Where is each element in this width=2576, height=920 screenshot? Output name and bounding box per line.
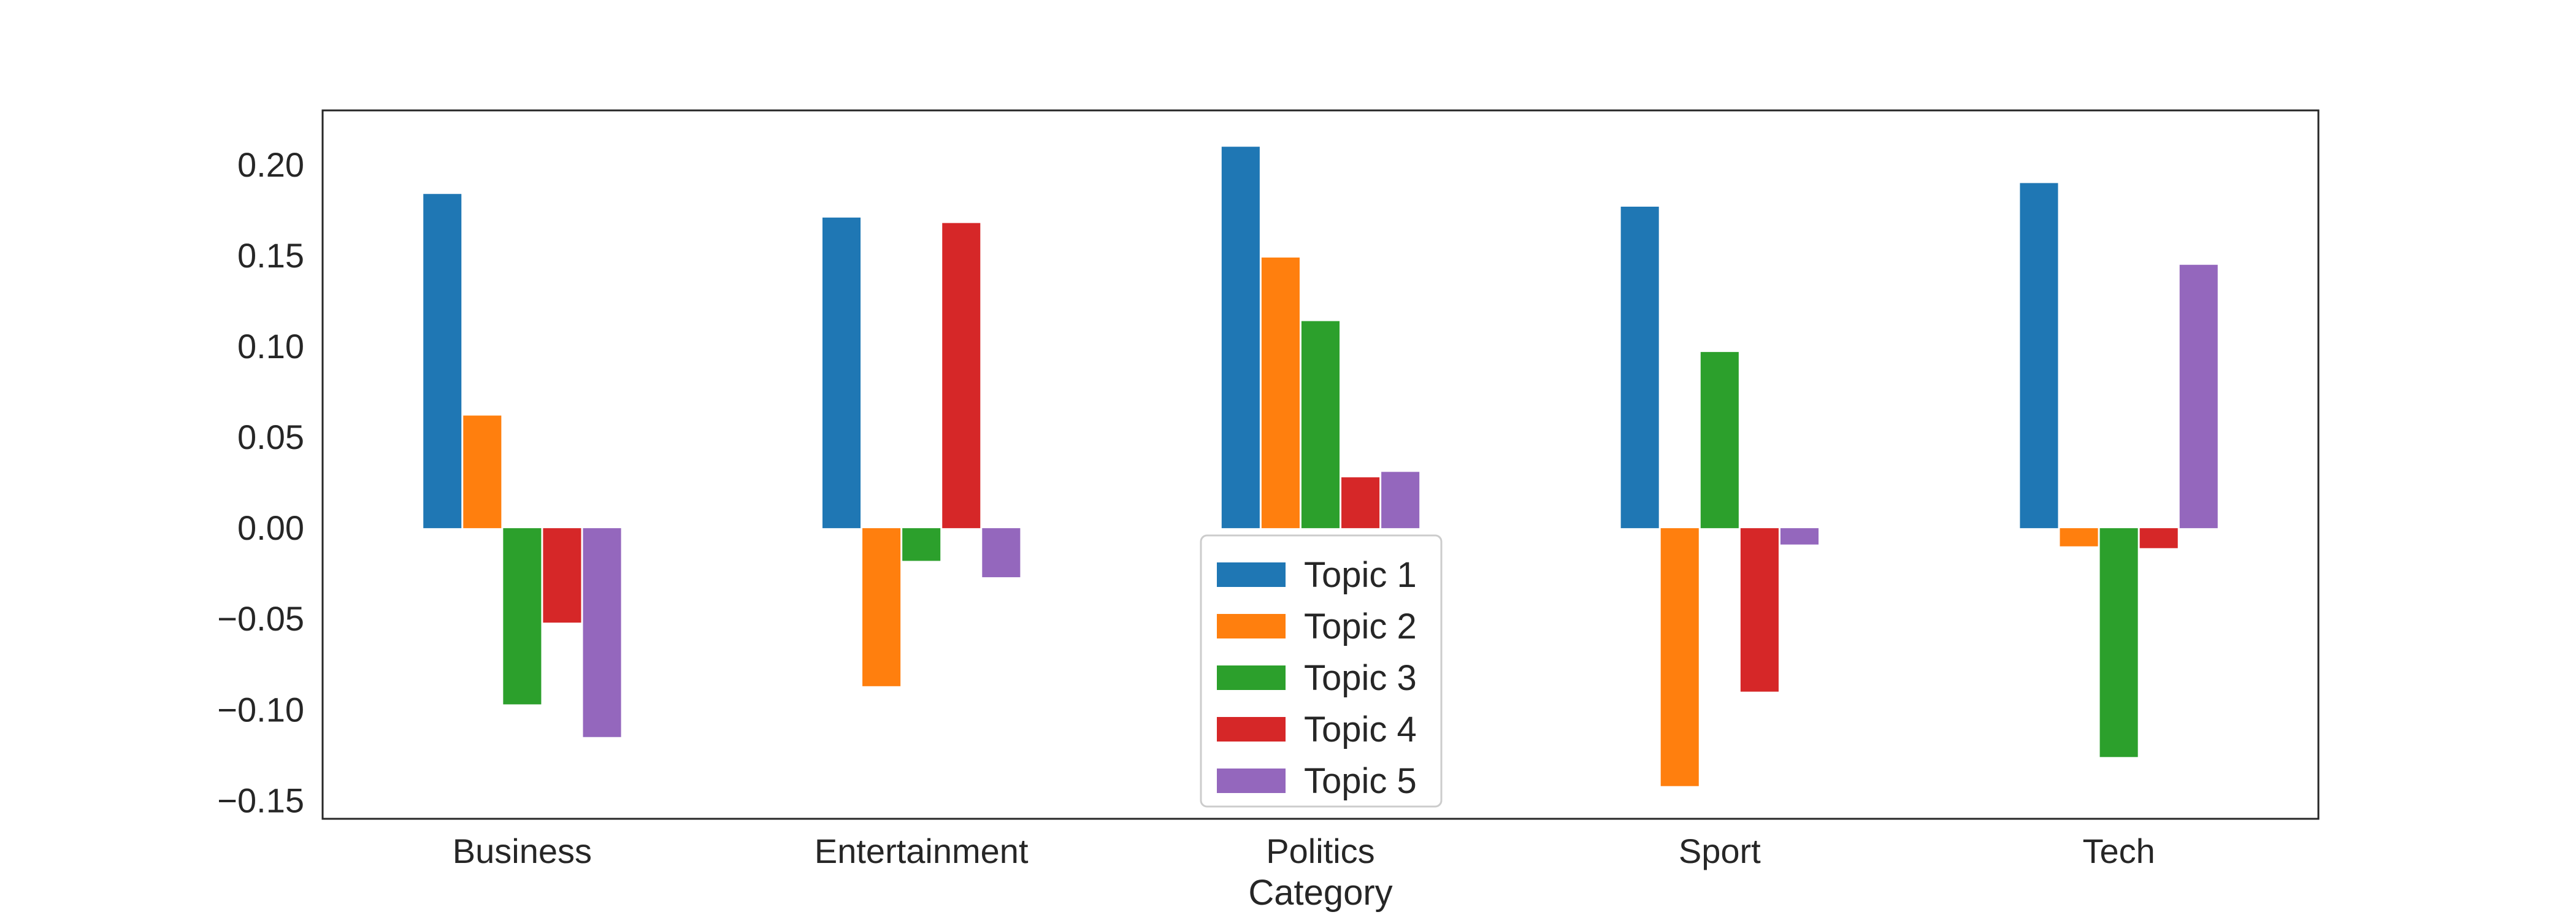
y-tick-label: −0.05 (217, 599, 304, 638)
bar-topic-4-tech (2139, 528, 2178, 548)
bar-topic-1-tech (2020, 183, 2058, 529)
legend-label-topic-3: Topic 3 (1304, 658, 1417, 698)
bar-topic-1-politics (1221, 147, 1260, 529)
legend-label-topic-5: Topic 5 (1304, 761, 1417, 801)
bar-topic-3-sport (1700, 351, 1739, 529)
bar-topic-2-business (463, 415, 502, 529)
bar-topic-2-sport (1660, 528, 1699, 786)
y-ticks-group: −0.15 −0.10 −0.05 0.00 0.05 0.10 0.15 0.20 (217, 145, 304, 820)
legend-label-topic-4: Topic 4 (1304, 710, 1417, 749)
bar-topic-5-sport (1780, 528, 1819, 545)
bar-topic-3-business (503, 528, 542, 705)
legend-swatch-topic-4 (1217, 717, 1286, 742)
bar-topic-4-politics (1341, 477, 1380, 529)
x-tick-label-entertainment: Entertainment (815, 832, 1029, 870)
legend-label-topic-1: Topic 1 (1304, 555, 1417, 595)
legend-label-topic-2: Topic 2 (1304, 607, 1417, 646)
bar-topic-1-business (423, 194, 462, 529)
bar-topic-4-sport (1740, 528, 1779, 692)
legend: Topic 1 Topic 2 Topic 3 Topic 4 Topic 5 (1200, 534, 1443, 808)
x-ticks-group: Business Entertainment Politics Sport Tech (453, 832, 2155, 870)
x-tick-label-politics: Politics (1266, 832, 1374, 870)
bar-topic-5-tech (2179, 264, 2218, 529)
legend-swatch-topic-5 (1217, 769, 1286, 793)
bar-topic-5-politics (1381, 472, 1420, 529)
x-tick-label-sport: Sport (1679, 832, 1761, 870)
plot-frame (321, 109, 2320, 820)
y-tick-label: 0.15 (237, 236, 304, 275)
bar-topic-5-business (583, 528, 621, 737)
y-tick-label: −0.10 (217, 690, 304, 729)
bar-topic-1-sport (1620, 206, 1659, 529)
bar-topic-3-politics (1301, 321, 1340, 529)
x-tick-label-tech: Tech (2082, 832, 2155, 870)
bar-topic-3-tech (2099, 528, 2138, 757)
bars-group (423, 147, 2218, 786)
y-tick-label: 0.20 (237, 145, 304, 184)
x-axis-label: Category (1248, 873, 1392, 913)
legend-swatch-topic-1 (1217, 562, 1286, 587)
y-tick-label: 0.05 (237, 418, 304, 456)
bar-topic-1-entertainment (822, 217, 861, 529)
bar-topic-4-entertainment (942, 223, 981, 529)
y-tick-label: 0.10 (237, 327, 304, 366)
y-tick-label: 0.00 (237, 508, 304, 547)
x-tick-label-business: Business (453, 832, 592, 870)
bar-topic-2-entertainment (862, 528, 901, 686)
bar-topic-2-tech (2060, 528, 2098, 546)
y-tick-label: −0.15 (217, 781, 304, 819)
bar-topic-3-entertainment (902, 528, 941, 561)
bar-topic-5-entertainment (982, 528, 1021, 578)
legend-swatch-topic-3 (1217, 665, 1286, 690)
legend-swatch-topic-2 (1217, 614, 1286, 638)
bar-topic-2-politics (1261, 257, 1300, 529)
bar-topic-4-business (543, 528, 581, 623)
